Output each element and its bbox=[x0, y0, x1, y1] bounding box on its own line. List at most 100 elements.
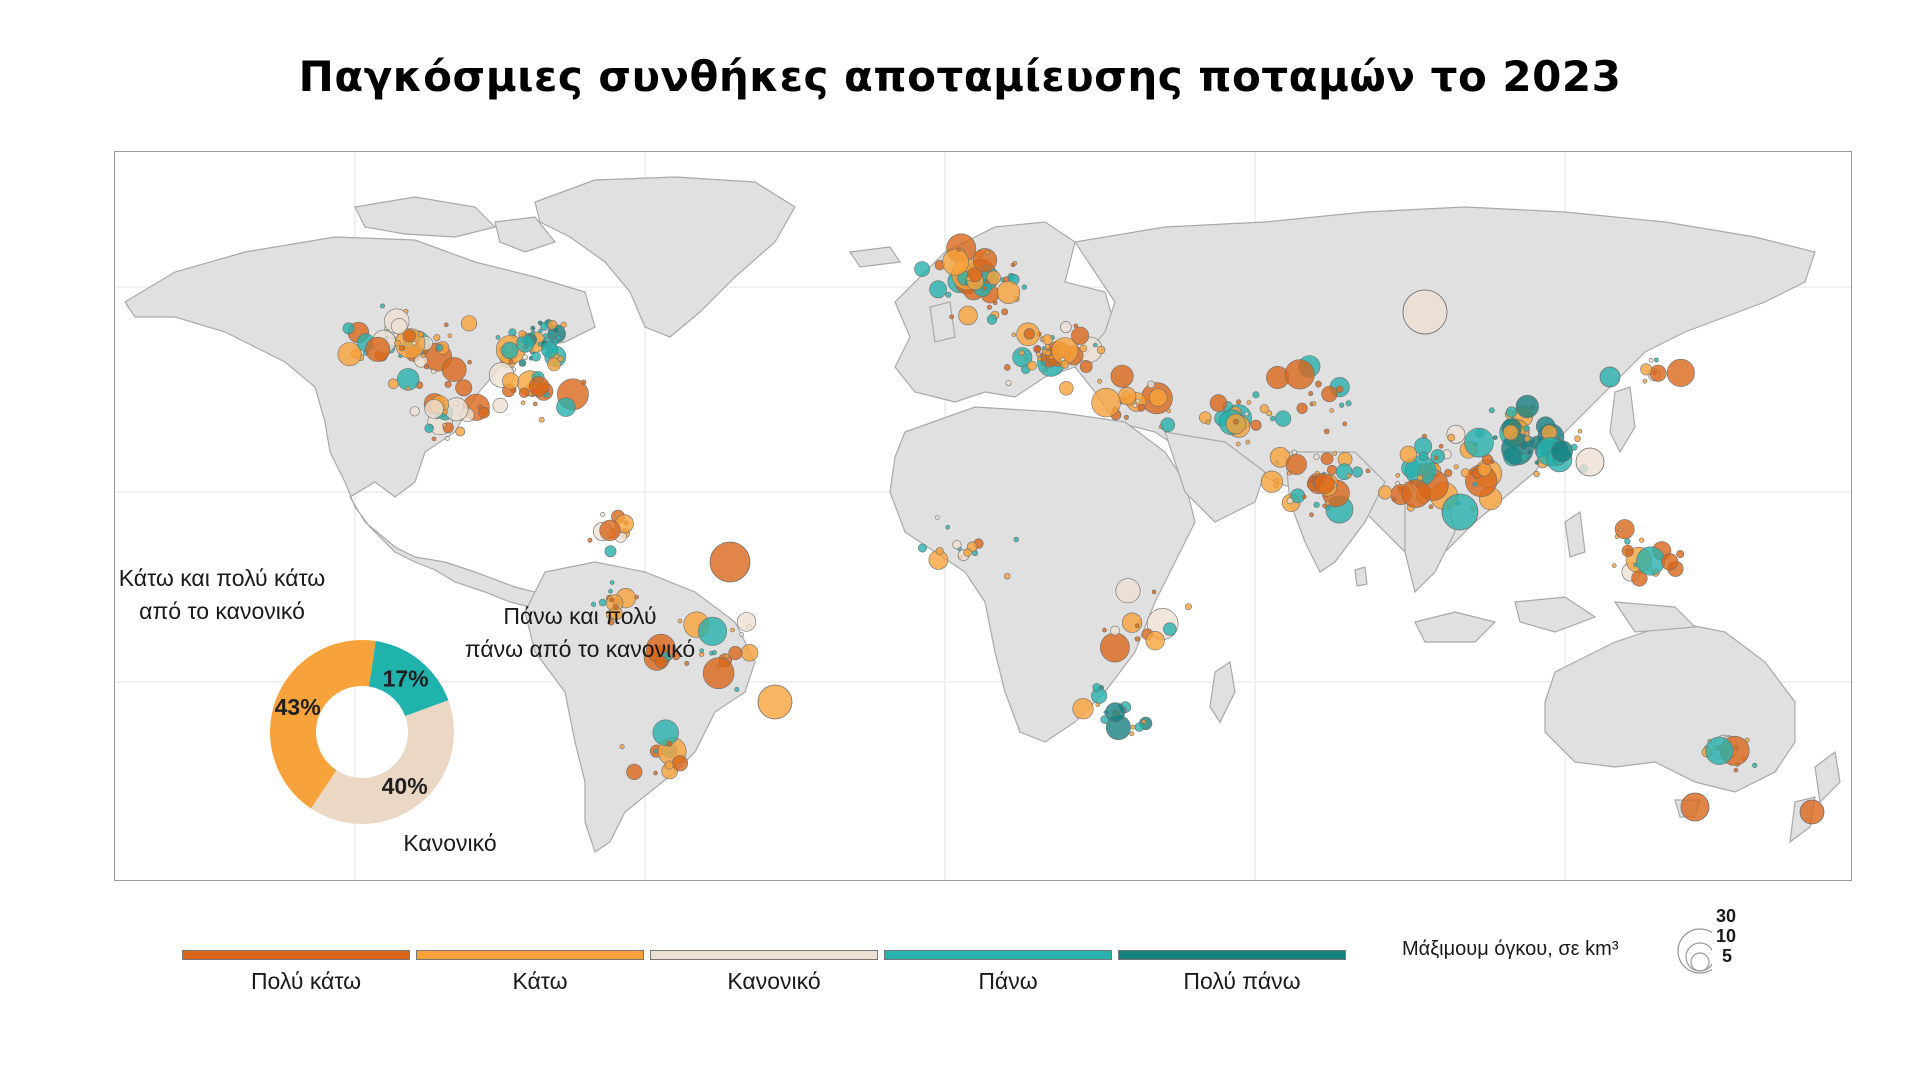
station-dot bbox=[1134, 636, 1140, 642]
station-dot bbox=[1618, 527, 1623, 533]
station-dot bbox=[1302, 494, 1307, 500]
donut-chart: 17% 40% 43% bbox=[270, 640, 454, 824]
station-dot bbox=[1395, 473, 1401, 478]
station-dot bbox=[467, 359, 472, 365]
station-dot bbox=[443, 322, 449, 328]
station-dot bbox=[1023, 328, 1035, 340]
station-dot bbox=[1148, 388, 1168, 407]
station-dot bbox=[1654, 357, 1659, 363]
station-dot bbox=[1072, 698, 1094, 720]
station-dot bbox=[996, 280, 1021, 304]
station-dot bbox=[1434, 455, 1439, 461]
station-dot bbox=[1102, 627, 1107, 633]
station-dot bbox=[399, 345, 406, 352]
station-dot bbox=[1315, 380, 1322, 388]
station-dot bbox=[516, 334, 535, 353]
station-dot bbox=[1321, 385, 1338, 403]
station-dot bbox=[1332, 451, 1338, 456]
station-dot bbox=[1266, 410, 1273, 417]
station-dot bbox=[984, 280, 989, 285]
station-dot bbox=[1042, 334, 1053, 345]
station-dot bbox=[956, 247, 962, 252]
station-dot bbox=[444, 435, 450, 441]
station-dot bbox=[1123, 414, 1129, 420]
station-dot bbox=[1612, 563, 1617, 568]
station-dot bbox=[608, 588, 613, 594]
station-dot bbox=[1492, 435, 1498, 440]
station-dot bbox=[1314, 470, 1320, 476]
station-dot bbox=[653, 770, 658, 776]
station-dot bbox=[1342, 421, 1348, 427]
station-dot bbox=[1285, 453, 1307, 475]
station-dot bbox=[958, 305, 978, 326]
station-dot bbox=[1636, 546, 1666, 576]
station-dot bbox=[609, 597, 615, 603]
legend-swatch-very-below bbox=[182, 950, 410, 960]
station-dot bbox=[619, 744, 625, 750]
station-dot bbox=[1460, 468, 1470, 478]
station-dot bbox=[1574, 435, 1581, 442]
station-dot bbox=[1092, 342, 1098, 348]
station-dot bbox=[1453, 464, 1459, 470]
station-dot bbox=[1284, 359, 1315, 390]
station-dot bbox=[734, 686, 740, 692]
station-dot bbox=[1245, 439, 1251, 445]
station-dot bbox=[1097, 378, 1102, 384]
station-dot bbox=[1100, 632, 1130, 663]
station-dot bbox=[1092, 683, 1102, 692]
legend-label-very-below: Πολύ κάτω bbox=[250, 968, 362, 994]
station-dot bbox=[728, 645, 743, 660]
station-dot bbox=[444, 380, 452, 388]
station-dot bbox=[986, 270, 1001, 285]
station-dot bbox=[1105, 702, 1126, 723]
station-dot bbox=[423, 363, 430, 370]
station-dot bbox=[531, 351, 541, 362]
station-dot bbox=[1011, 332, 1017, 338]
station-dot bbox=[1160, 417, 1175, 433]
station-dot bbox=[556, 397, 576, 417]
station-dot bbox=[1296, 402, 1308, 414]
legend-label-above: Πάνω bbox=[978, 968, 1038, 994]
station-dot bbox=[1401, 479, 1431, 508]
station-dot bbox=[664, 760, 674, 770]
station-dot bbox=[522, 354, 528, 361]
station-dot bbox=[431, 436, 437, 442]
station-dot bbox=[342, 322, 355, 335]
station-dot bbox=[942, 248, 970, 276]
station-dot bbox=[914, 261, 930, 277]
station-dot bbox=[1395, 480, 1400, 486]
station-dot bbox=[1044, 343, 1051, 350]
station-dot bbox=[1269, 415, 1276, 422]
station-dot bbox=[1145, 631, 1165, 651]
station-dot bbox=[1244, 411, 1249, 417]
station-dot bbox=[600, 512, 605, 517]
station-dot bbox=[442, 422, 447, 428]
station-dot bbox=[560, 321, 567, 328]
station-dot bbox=[501, 341, 519, 360]
station-dot bbox=[587, 537, 593, 543]
station-dot bbox=[1121, 612, 1143, 633]
station-dot-large bbox=[1402, 289, 1448, 335]
station-dot bbox=[1250, 419, 1262, 431]
station-dot bbox=[581, 379, 587, 385]
station-dot bbox=[684, 660, 690, 666]
station-dot bbox=[1524, 435, 1531, 442]
station-dot bbox=[495, 335, 501, 340]
station-dot bbox=[1060, 321, 1072, 333]
station-dot bbox=[699, 651, 705, 657]
station-dot bbox=[1326, 464, 1338, 476]
station-dot bbox=[1166, 408, 1172, 414]
station-dot bbox=[934, 515, 940, 520]
station-dot bbox=[508, 358, 514, 364]
station-dot bbox=[986, 304, 992, 310]
donut-label-above: Πάνω και πολύ πάνω από το κανονικό bbox=[464, 603, 696, 662]
station-dot bbox=[1071, 326, 1090, 345]
station-dot bbox=[1527, 449, 1532, 455]
station-dot bbox=[1614, 519, 1635, 540]
station-dot bbox=[435, 344, 444, 352]
donut-slice-below bbox=[270, 640, 376, 809]
station-dot bbox=[1676, 550, 1685, 559]
station-dot bbox=[1666, 358, 1695, 387]
station-dot bbox=[1325, 500, 1331, 506]
station-dot bbox=[1018, 349, 1025, 356]
